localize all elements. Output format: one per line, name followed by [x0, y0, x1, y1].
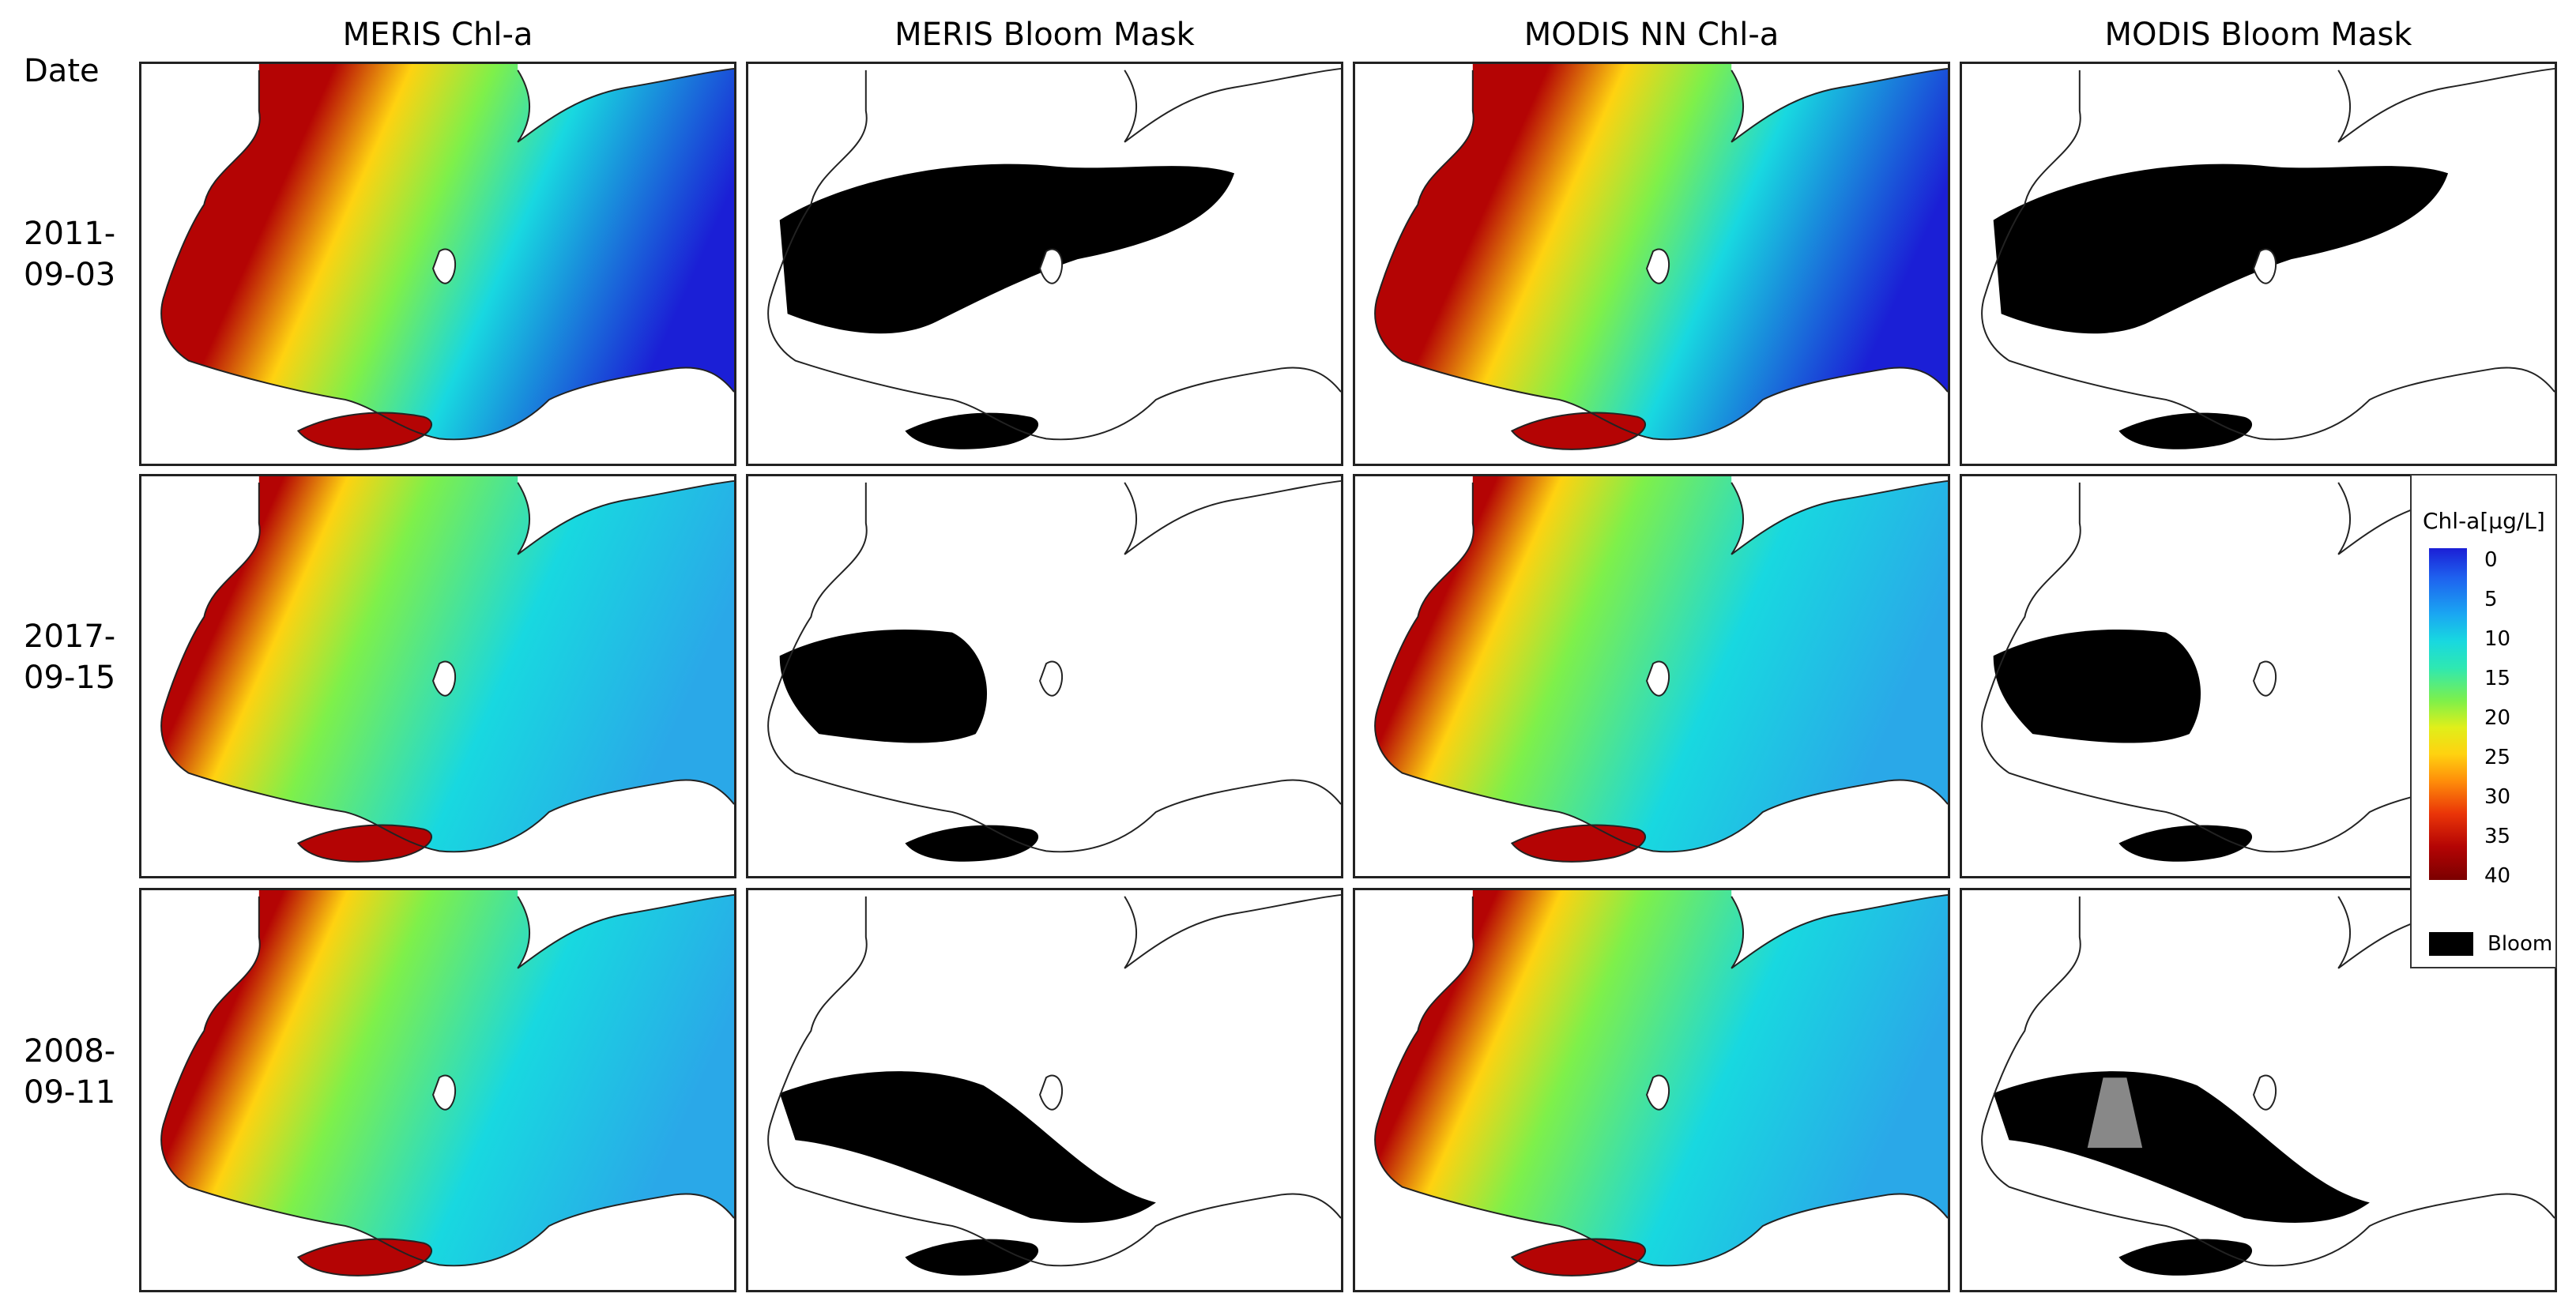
legend-tick: 30 — [2484, 785, 2511, 809]
map-panel-meris-chl-row1 — [139, 62, 736, 466]
legend-tick: 0 — [2484, 548, 2498, 572]
legend-tick: 35 — [2484, 825, 2511, 848]
column-title-meris-bloom: MERIS Bloom Mask — [894, 17, 1195, 53]
column-title-modis-bloom: MODIS Bloom Mask — [2104, 17, 2412, 53]
map-panel-modis-chl-row3 — [1353, 888, 1950, 1292]
legend-colorbar — [2429, 548, 2467, 880]
legend-bloom-label: Bloom — [2487, 932, 2553, 956]
legend-title: Chl-a[µg/L] — [2423, 508, 2545, 534]
row-label-3: 2008- 09-11 — [24, 1033, 116, 1111]
column-title-modis-chl: MODIS NN Chl-a — [1523, 17, 1779, 53]
legend-tick: 40 — [2484, 864, 2511, 888]
legend-tick: 10 — [2484, 627, 2511, 651]
legend-tick: 5 — [2484, 588, 2498, 611]
legend-tick: 20 — [2484, 706, 2511, 730]
row-label-2: 2017- 09-15 — [24, 619, 116, 696]
date-header: Date — [24, 53, 100, 89]
row-label-1: 2011- 09-03 — [24, 216, 116, 293]
legend-tick: 15 — [2484, 667, 2511, 690]
map-panel-meris-bloom-row1 — [746, 62, 1343, 466]
map-panel-modis-chl-row2 — [1353, 474, 1950, 878]
map-panel-modis-chl-row1 — [1353, 62, 1950, 466]
legend-bloom-swatch — [2429, 932, 2473, 956]
map-panel-modis-bloom-row1 — [1960, 62, 2557, 466]
column-title-meris-chl: MERIS Chl-a — [342, 17, 533, 53]
map-panel-meris-bloom-row3 — [746, 888, 1343, 1292]
legend-tick: 25 — [2484, 746, 2511, 769]
map-panel-meris-chl-row2 — [139, 474, 736, 878]
chl-legend: Chl-a[µg/L] 0 5 10 15 20 25 30 35 40 Blo… — [2410, 474, 2557, 968]
map-panel-meris-bloom-row2 — [746, 474, 1343, 878]
map-panel-meris-chl-row3 — [139, 888, 736, 1292]
